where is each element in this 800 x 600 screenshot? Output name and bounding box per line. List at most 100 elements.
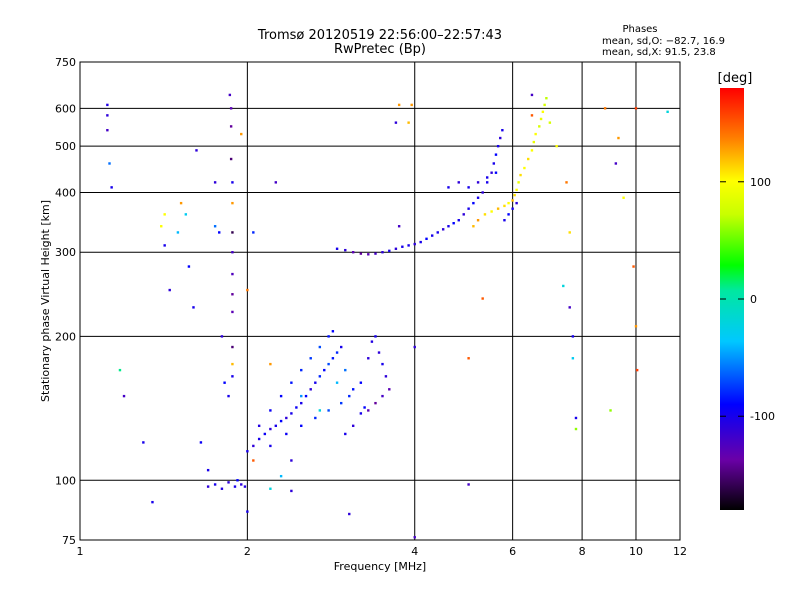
data-point [499, 136, 502, 140]
plot-frame [79, 61, 681, 541]
data-point [530, 93, 534, 97]
data-point [252, 459, 255, 462]
data-point [218, 231, 221, 234]
data-point [160, 225, 163, 228]
data-point [231, 181, 234, 184]
data-point [285, 416, 288, 420]
data-point [548, 121, 552, 124]
data-point [394, 247, 398, 250]
data-point [511, 199, 514, 202]
data-point [483, 213, 487, 216]
data-point [318, 409, 322, 412]
data-point [388, 249, 391, 253]
stats-line-x: mean, sd,X: 91.5, 23.8 [602, 47, 716, 58]
data-point [213, 483, 217, 486]
data-point [176, 231, 180, 234]
data-point [388, 388, 391, 391]
x-tick-label: 4 [411, 545, 418, 558]
y-axis-label: Stationary phase Virtual Height [km] [39, 200, 52, 402]
data-point [257, 437, 261, 441]
data-point [314, 416, 317, 420]
data-point [571, 335, 575, 338]
data-point [285, 432, 288, 436]
data-point [545, 96, 548, 100]
data-point [503, 204, 506, 208]
data-point [168, 288, 171, 292]
data-point [269, 409, 272, 412]
data-point [304, 394, 308, 398]
data-point [309, 388, 312, 391]
data-point [246, 288, 249, 292]
data-point [213, 181, 217, 184]
data-point [534, 132, 537, 136]
y-tick-label: 200 [55, 330, 76, 343]
data-point [401, 245, 404, 248]
data-point [377, 351, 381, 354]
data-point [227, 481, 230, 484]
data-point [228, 93, 232, 97]
data-point [568, 231, 571, 234]
data-point [359, 381, 363, 384]
data-point [476, 219, 480, 222]
x-tick-label: 12 [673, 545, 687, 558]
data-point [413, 345, 416, 349]
data-point [397, 225, 401, 228]
data-point [359, 412, 363, 415]
data-point [231, 375, 234, 378]
data-point [233, 485, 237, 488]
data-point [539, 117, 543, 121]
data-point [367, 409, 370, 412]
data-point [622, 196, 625, 199]
data-point [441, 228, 445, 231]
data-point [151, 500, 154, 504]
data-point [252, 444, 255, 448]
data-point [279, 419, 283, 423]
data-point [300, 394, 303, 398]
data-point [263, 432, 267, 436]
data-point [231, 201, 234, 205]
data-point [374, 335, 377, 338]
data-point [231, 251, 234, 254]
data-point [179, 201, 183, 205]
data-point [501, 128, 504, 132]
data-point [381, 362, 384, 366]
data-point [331, 357, 335, 360]
data-point [290, 489, 293, 493]
data-point [108, 162, 111, 165]
data-point [106, 103, 109, 107]
grid [80, 62, 680, 540]
data-point [274, 424, 278, 428]
data-point [496, 144, 500, 148]
data-point [318, 345, 322, 349]
colorbar-tick-label: -100 [750, 410, 775, 423]
data-point [407, 244, 410, 247]
data-point [496, 207, 500, 210]
y-tick-labels: 75 100 200 300 400 500 600 750 [55, 56, 76, 547]
x-tick-label: 1 [77, 545, 84, 558]
data-point [523, 166, 526, 170]
data-point [110, 186, 113, 189]
x-axis-label: Frequency [MHz] [334, 560, 426, 573]
data-point [163, 244, 166, 247]
data-point [184, 213, 188, 216]
data-point [603, 107, 607, 110]
data-point [213, 225, 217, 228]
data-point [331, 330, 335, 333]
data-point [106, 114, 109, 117]
y-tick-label: 300 [55, 246, 76, 259]
data-point [543, 103, 546, 107]
data-point [327, 362, 330, 366]
data-point [609, 409, 612, 412]
data-point [240, 483, 243, 486]
data-point [494, 171, 498, 174]
data-point [243, 485, 247, 488]
y-tick-label: 500 [55, 140, 76, 153]
data-point [519, 173, 522, 177]
data-point [614, 162, 618, 165]
data-point [413, 536, 416, 539]
data-point [231, 362, 234, 366]
data-point [490, 171, 493, 174]
data-point [568, 306, 571, 309]
data-point [192, 306, 195, 309]
data-point [394, 121, 398, 124]
